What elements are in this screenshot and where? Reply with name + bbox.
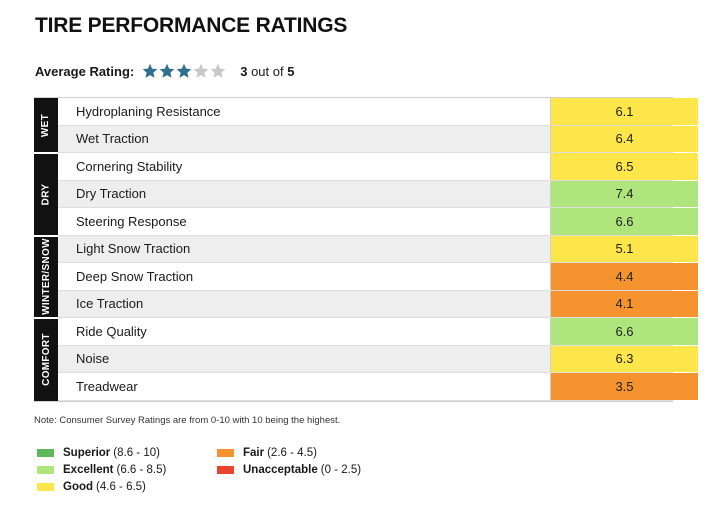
- table-row: Steering Response 6.6: [58, 208, 698, 236]
- row-label: Ice Traction: [76, 296, 144, 312]
- average-rating-value: 3: [240, 63, 248, 79]
- table-row: Ice Traction 4.1: [58, 290, 698, 318]
- table-row: Ride Quality 6.6: [58, 318, 698, 346]
- row-label: Steering Response: [76, 213, 187, 229]
- rating-value-cell: 7.4: [550, 180, 698, 207]
- row-label: Cornering Stability: [76, 158, 183, 174]
- table-row: Light Snow Traction 5.1: [58, 235, 698, 263]
- group-separator: [34, 235, 58, 237]
- legend-item-unacceptable: Unacceptable (0 - 2.5): [217, 464, 361, 476]
- legend-name: Unacceptable: [243, 464, 318, 476]
- group-label-dry: DRY: [34, 153, 58, 236]
- row-label: Noise: [76, 351, 110, 367]
- page-title: TIRE PERFORMANCE RATINGS: [35, 14, 348, 37]
- rating-value-cell: 6.3: [550, 345, 698, 372]
- rating-value-cell: 6.6: [550, 208, 698, 235]
- average-rating-total: 5: [287, 63, 295, 79]
- note-text: Note: Consumer Survey Ratings are from 0…: [34, 415, 341, 426]
- group-label-text: DRY: [40, 183, 52, 206]
- row-label: Hydroplaning Resistance: [76, 103, 221, 119]
- legend-name: Good: [63, 481, 94, 493]
- legend-range: (8.6 - 10): [113, 447, 160, 459]
- ratings-table: WET Hydroplaning Resistance 6.1 Wet Tractio…: [34, 97, 698, 402]
- rating-value-cell: 3.5: [550, 373, 698, 400]
- table-row: Cornering Stability 6.5: [58, 153, 698, 181]
- group-label-winter-snow: WINTER/SNOW: [34, 235, 58, 318]
- row-label: Treadwear: [76, 378, 138, 394]
- table-row: Wet Traction 6.4: [58, 125, 698, 153]
- legend-name: Excellent: [63, 464, 114, 476]
- group-label-comfort: COMFORT: [34, 318, 58, 401]
- table-row: Dry Traction 7.4: [58, 180, 698, 208]
- rating-value-cell: 6.1: [550, 98, 698, 125]
- legend-range: (4.6 - 6.5): [96, 481, 146, 493]
- average-rating-text: 3 out of 5: [240, 64, 294, 79]
- group-separator: [34, 152, 58, 154]
- group-label-text: WINTER/SNOW: [40, 238, 52, 316]
- legend-swatch: [217, 466, 234, 474]
- row-label: Deep Snow Traction: [76, 268, 194, 284]
- legend-name: Fair: [243, 447, 265, 459]
- average-rating-out-of: out of: [251, 63, 284, 79]
- star-empty-icon: [210, 63, 226, 78]
- star-rating: [142, 63, 227, 79]
- legend-name: Superior: [63, 447, 111, 459]
- legend-item-good: Good (4.6 - 6.5): [37, 481, 146, 493]
- rating-value-cell: 4.4: [550, 263, 698, 290]
- row-label: Light Snow Traction: [76, 241, 191, 257]
- legend-swatch: [217, 449, 234, 457]
- group-label-wet: WET: [34, 98, 58, 153]
- row-label: Dry Traction: [76, 186, 147, 202]
- legend-swatch: [37, 449, 54, 457]
- star-filled-icon: [159, 63, 175, 78]
- table-row: Treadwear 3.5: [58, 373, 698, 401]
- rating-value-cell: 5.1: [550, 235, 698, 262]
- legend-range: (2.6 - 4.5): [267, 447, 317, 459]
- star-filled-icon: [142, 63, 158, 78]
- rating-value-cell: 4.1: [550, 290, 698, 317]
- star-filled-icon: [176, 63, 192, 78]
- legend-swatch: [37, 483, 54, 491]
- row-label: Wet Traction: [76, 131, 149, 147]
- rating-value-cell: 6.6: [550, 318, 698, 345]
- legend-item-fair: Fair (2.6 - 4.5): [217, 447, 317, 459]
- table-row: Deep Snow Traction 4.4: [58, 263, 698, 291]
- legend-item-excellent: Excellent (6.6 - 8.5): [37, 464, 166, 476]
- average-rating: Average Rating: 3 out of 5: [35, 63, 294, 79]
- table-row: Noise 6.3: [58, 345, 698, 373]
- legend-item-superior: Superior (8.6 - 10): [37, 447, 160, 459]
- group-label-text: COMFORT: [40, 332, 52, 386]
- row-label: Ride Quality: [76, 323, 147, 339]
- legend-range: (0 - 2.5): [320, 464, 362, 476]
- rating-value-cell: 6.5: [550, 153, 698, 180]
- group-separator: [34, 317, 58, 319]
- group-label-text: WET: [40, 113, 52, 138]
- rating-value-cell: 6.4: [550, 125, 698, 152]
- average-rating-label: Average Rating:: [35, 63, 135, 79]
- legend-range: (6.6 - 8.5): [116, 464, 167, 476]
- legend-swatch: [37, 466, 54, 474]
- star-empty-icon: [193, 63, 209, 78]
- table-row: Hydroplaning Resistance 6.1: [58, 98, 698, 126]
